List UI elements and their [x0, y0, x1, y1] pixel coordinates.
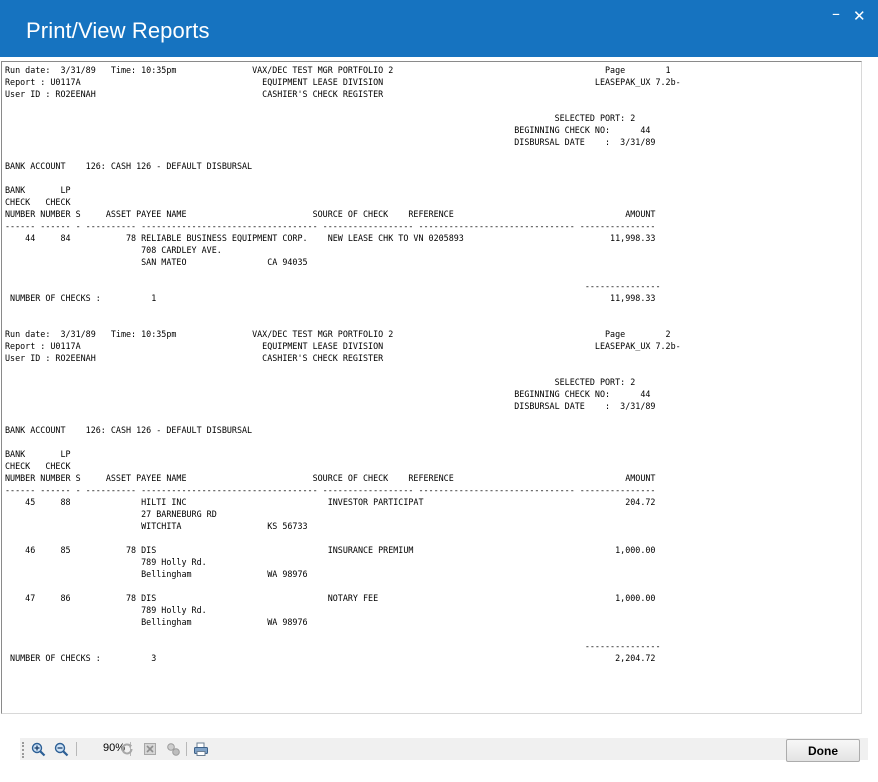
report-line: NUMBER OF CHECKS : 1 11,998.33 — [5, 293, 656, 303]
done-button[interactable]: Done — [786, 739, 860, 762]
report-line: NUMBER OF CHECKS : 3 2,204.72 — [5, 653, 656, 663]
close-button[interactable]: ✕ — [853, 7, 866, 25]
report-line: DISBURSAL DATE : 3/31/89 — [5, 137, 656, 147]
report-line: SELECTED PORT: 2 — [5, 377, 636, 387]
report-line: SELECTED PORT: 2 — [5, 113, 636, 123]
report-line: 47 86 78 DIS NOTARY FEE 1,000.00 — [5, 593, 656, 603]
report-line: CHECK CHECK — [5, 461, 71, 471]
report-line: BANK LP — [5, 449, 71, 459]
report-line: 789 Holly Rd. — [5, 557, 207, 567]
zoom-level[interactable]: 90% — [103, 742, 126, 754]
report-line — [5, 100, 681, 112]
report-line: 45 88 HILTI INC INVESTOR PARTICIPAT 204.… — [5, 497, 656, 507]
report-line: BEGINNING CHECK NO: 44 — [5, 125, 651, 135]
report-line: Bellingham WA 98976 — [5, 569, 308, 579]
report-line: 27 BARNEBURG RD — [5, 509, 217, 519]
report-viewport[interactable]: Run date: 3/31/89 Time: 10:35pm VAX/DEC … — [1, 61, 862, 714]
report-line: 46 85 78 DIS INSURANCE PREMIUM 1,000.00 — [5, 545, 656, 555]
report-line — [5, 304, 681, 316]
report-line — [5, 172, 681, 184]
report-line: Report : U0117A EQUIPMENT LEASE DIVISION… — [5, 77, 681, 87]
stop-icon[interactable] — [141, 741, 159, 757]
window-title: Print/View Reports — [26, 18, 210, 43]
report-line: 789 Holly Rd. — [5, 605, 207, 615]
report-line: 708 CARDLEY AVE. — [5, 245, 222, 255]
zoom-in-icon[interactable] — [29, 741, 47, 757]
report-line: ------ ------ - ---------- -------------… — [5, 485, 656, 495]
minimize-button[interactable]: – — [832, 4, 840, 23]
report-line: BANK LP — [5, 185, 71, 195]
report-line: SAN MATEO CA 94035 — [5, 257, 308, 267]
toolbar-separator — [76, 742, 77, 756]
report-line: NUMBER NUMBER S ASSET PAYEE NAME SOURCE … — [5, 209, 656, 219]
report-line: Run date: 3/31/89 Time: 10:35pm VAX/DEC … — [5, 65, 671, 75]
report-line: BANK ACCOUNT 126: CASH 126 - DEFAULT DIS… — [5, 425, 253, 435]
toolbar-separator — [186, 742, 187, 756]
report-line: DISBURSAL DATE : 3/31/89 — [5, 401, 656, 411]
report-line: --------------- — [5, 641, 661, 651]
report-line — [5, 268, 681, 280]
export-icon[interactable] — [164, 741, 182, 757]
report-line — [5, 148, 681, 160]
title-bar: Print/View Reports – ✕ — [0, 0, 878, 57]
report-line — [5, 364, 681, 376]
report-line: User ID : RO2EENAH CASHIER'S CHECK REGIS… — [5, 353, 384, 363]
report-line — [5, 628, 681, 640]
report-line: WITCHITA KS 56733 — [5, 521, 308, 531]
report-toolbar: 90% — [20, 738, 868, 760]
report-line: BANK ACCOUNT 126: CASH 126 - DEFAULT DIS… — [5, 161, 253, 171]
report-line: NUMBER NUMBER S ASSET PAYEE NAME SOURCE … — [5, 473, 656, 483]
toolbar-grip[interactable] — [22, 742, 26, 758]
report-line — [5, 580, 681, 592]
report-line — [5, 436, 681, 448]
report-line: BEGINNING CHECK NO: 44 — [5, 389, 651, 399]
report-line: Report : U0117A EQUIPMENT LEASE DIVISION… — [5, 341, 681, 351]
report-text: Run date: 3/31/89 Time: 10:35pm VAX/DEC … — [5, 64, 681, 664]
report-line: 44 84 78 RELIABLE BUSINESS EQUIPMENT COR… — [5, 233, 656, 243]
report-line: Run date: 3/31/89 Time: 10:35pm VAX/DEC … — [5, 329, 671, 339]
report-line: Bellingham WA 98976 — [5, 617, 308, 627]
report-line — [5, 316, 681, 328]
report-line: User ID : RO2EENAH CASHIER'S CHECK REGIS… — [5, 89, 384, 99]
report-line — [5, 412, 681, 424]
refresh-icon[interactable] — [118, 741, 136, 757]
report-line: CHECK CHECK — [5, 197, 71, 207]
report-line: ------ ------ - ---------- -------------… — [5, 221, 656, 231]
zoom-out-icon[interactable] — [52, 741, 70, 757]
report-line: --------------- — [5, 281, 661, 291]
print-icon[interactable] — [192, 741, 210, 757]
report-line — [5, 532, 681, 544]
